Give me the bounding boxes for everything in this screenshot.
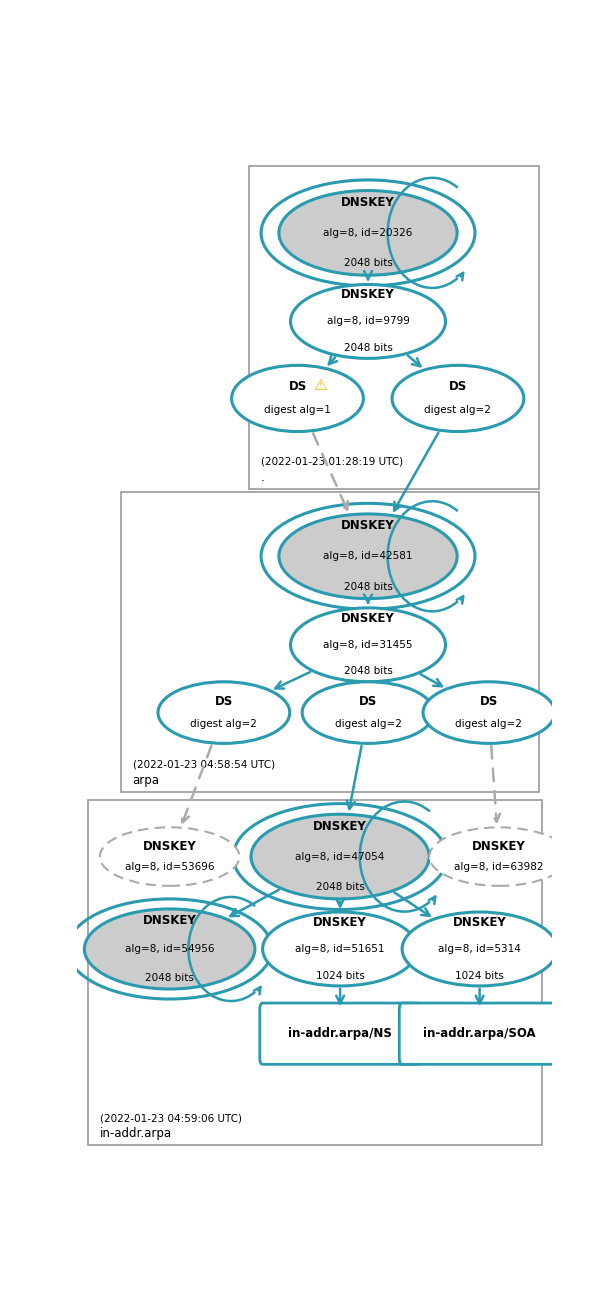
Text: 2048 bits: 2048 bits bbox=[145, 973, 194, 983]
Ellipse shape bbox=[100, 827, 239, 886]
Text: alg=8, id=5314: alg=8, id=5314 bbox=[438, 944, 521, 953]
Text: in-addr.arpa: in-addr.arpa bbox=[100, 1128, 172, 1141]
Ellipse shape bbox=[429, 827, 569, 886]
Ellipse shape bbox=[402, 912, 557, 986]
Text: DNSKEY: DNSKEY bbox=[472, 839, 526, 852]
Text: 2048 bits: 2048 bits bbox=[344, 343, 392, 353]
Ellipse shape bbox=[251, 814, 429, 899]
Text: alg=8, id=47054: alg=8, id=47054 bbox=[295, 852, 385, 861]
Text: alg=8, id=42581: alg=8, id=42581 bbox=[323, 551, 413, 561]
Text: ⚠: ⚠ bbox=[313, 378, 327, 392]
Text: 1024 bits: 1024 bits bbox=[316, 970, 365, 981]
Text: alg=8, id=31455: alg=8, id=31455 bbox=[323, 640, 413, 650]
Text: DS: DS bbox=[359, 695, 377, 708]
Text: in-addr.arpa/NS: in-addr.arpa/NS bbox=[288, 1028, 392, 1040]
Text: (2022-01-23 04:58:54 UTC): (2022-01-23 04:58:54 UTC) bbox=[132, 760, 275, 770]
Text: DS: DS bbox=[215, 695, 233, 708]
Ellipse shape bbox=[232, 365, 364, 431]
Text: in-addr.arpa/SOA: in-addr.arpa/SOA bbox=[424, 1028, 536, 1040]
Text: 2048 bits: 2048 bits bbox=[316, 882, 365, 892]
Text: alg=8, id=20326: alg=8, id=20326 bbox=[323, 227, 413, 238]
Text: (2022-01-23 01:28:19 UTC): (2022-01-23 01:28:19 UTC) bbox=[261, 456, 403, 466]
Text: 1024 bits: 1024 bits bbox=[455, 970, 504, 981]
Text: alg=8, id=51651: alg=8, id=51651 bbox=[295, 944, 385, 953]
FancyBboxPatch shape bbox=[399, 1003, 560, 1064]
Ellipse shape bbox=[291, 284, 446, 359]
Text: digest alg=2: digest alg=2 bbox=[455, 718, 522, 729]
Text: DS: DS bbox=[449, 381, 467, 394]
Text: alg=8, id=63982: alg=8, id=63982 bbox=[454, 863, 544, 872]
Ellipse shape bbox=[279, 514, 457, 599]
Text: DNSKEY: DNSKEY bbox=[341, 196, 395, 209]
Ellipse shape bbox=[291, 608, 446, 682]
Text: digest alg=1: digest alg=1 bbox=[264, 405, 331, 416]
FancyBboxPatch shape bbox=[249, 166, 539, 488]
Ellipse shape bbox=[279, 191, 457, 275]
Text: alg=8, id=54956: alg=8, id=54956 bbox=[125, 944, 215, 953]
Text: alg=8, id=9799: alg=8, id=9799 bbox=[327, 317, 409, 326]
Text: DS: DS bbox=[480, 695, 498, 708]
Text: alg=8, id=53696: alg=8, id=53696 bbox=[125, 863, 215, 872]
Text: DNSKEY: DNSKEY bbox=[341, 520, 395, 533]
Text: DNSKEY: DNSKEY bbox=[453, 916, 506, 929]
Text: digest alg=2: digest alg=2 bbox=[191, 718, 257, 729]
Text: 2048 bits: 2048 bits bbox=[344, 666, 392, 677]
Text: 2048 bits: 2048 bits bbox=[344, 582, 392, 592]
Text: digest alg=2: digest alg=2 bbox=[335, 718, 402, 729]
Text: .: . bbox=[261, 470, 264, 483]
FancyBboxPatch shape bbox=[260, 1003, 421, 1064]
Text: (2022-01-23 04:59:06 UTC): (2022-01-23 04:59:06 UTC) bbox=[100, 1113, 242, 1124]
FancyBboxPatch shape bbox=[121, 491, 539, 792]
Text: DNSKEY: DNSKEY bbox=[143, 839, 197, 852]
Text: DNSKEY: DNSKEY bbox=[143, 913, 197, 926]
Ellipse shape bbox=[85, 909, 255, 989]
Text: digest alg=2: digest alg=2 bbox=[424, 405, 492, 416]
Text: 2048 bits: 2048 bits bbox=[344, 259, 392, 269]
Text: DS: DS bbox=[288, 381, 306, 394]
Ellipse shape bbox=[302, 682, 434, 743]
Text: DNSKEY: DNSKEY bbox=[313, 916, 367, 929]
Ellipse shape bbox=[392, 365, 524, 431]
Text: DNSKEY: DNSKEY bbox=[341, 612, 395, 625]
FancyBboxPatch shape bbox=[88, 800, 542, 1146]
Text: DNSKEY: DNSKEY bbox=[341, 288, 395, 301]
Text: arpa: arpa bbox=[132, 774, 159, 787]
Text: DNSKEY: DNSKEY bbox=[313, 820, 367, 833]
Ellipse shape bbox=[158, 682, 290, 743]
Ellipse shape bbox=[423, 682, 555, 743]
Ellipse shape bbox=[262, 912, 417, 986]
